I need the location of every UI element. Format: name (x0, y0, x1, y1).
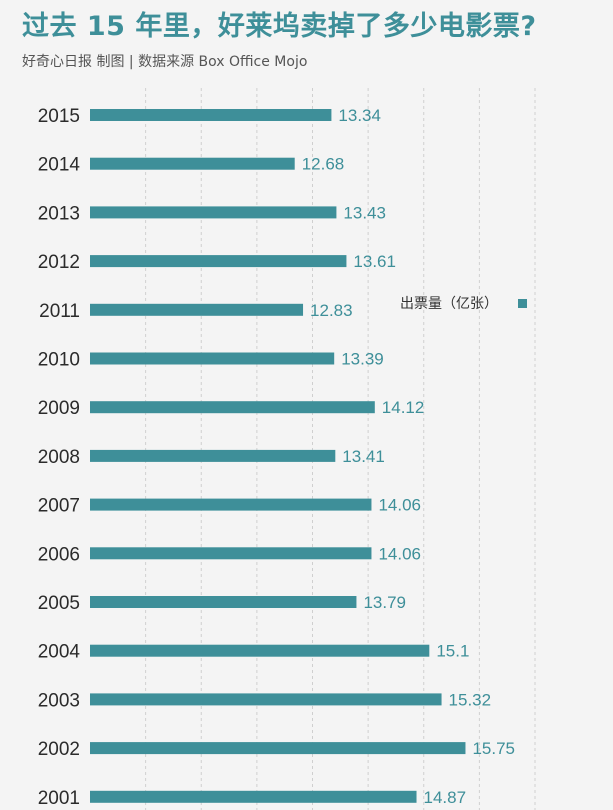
bar (90, 742, 466, 755)
year-label: 2015 (38, 106, 80, 127)
value-label: 13.79 (363, 593, 406, 612)
year-label: 2005 (38, 593, 80, 614)
value-label: 14.87 (424, 788, 467, 807)
value-label: 15.1 (436, 642, 469, 661)
value-label: 14.06 (378, 496, 421, 515)
value-label: 12.83 (310, 301, 353, 320)
chart-title: 过去 15 年里，好莱坞卖掉了多少电影票? (22, 11, 537, 42)
grid-lines (145, 88, 536, 810)
legend-swatch (518, 299, 527, 308)
legend-label: 出票量（亿张） (400, 296, 498, 312)
bar (90, 449, 336, 462)
year-label: 2013 (38, 203, 80, 224)
bars-group: 2015 13.34 2014 12.68 2013 13.43 2012 13.61 2011… (38, 106, 515, 809)
bar (90, 644, 430, 657)
bar (90, 401, 375, 414)
year-label: 2014 (38, 155, 81, 176)
year-label: 2001 (38, 788, 80, 809)
bar (90, 206, 337, 219)
legend: 出票量（亿张） (400, 296, 527, 312)
bar (90, 693, 442, 706)
year-label: 2009 (38, 398, 80, 419)
bar (90, 109, 332, 121)
value-label: 14.06 (378, 544, 421, 563)
bar (90, 352, 335, 365)
value-label: 13.39 (341, 350, 384, 369)
year-label: 2007 (38, 496, 80, 517)
value-label: 13.61 (353, 252, 396, 271)
year-label: 2004 (38, 642, 81, 663)
chart-subtitle: 好奇心日报 制图 | 数据来源 Box Office Mojo (22, 54, 308, 70)
bar (90, 157, 295, 170)
bar (90, 596, 357, 608)
value-label: 15.32 (449, 690, 492, 709)
bar (90, 498, 372, 511)
year-label: 2012 (38, 252, 80, 273)
year-label: 2011 (39, 301, 80, 322)
bar (90, 303, 304, 316)
year-label: 2008 (38, 447, 80, 468)
bar (90, 547, 372, 560)
bar (90, 255, 347, 268)
bar (90, 790, 417, 803)
value-label: 13.43 (343, 203, 386, 222)
value-label: 12.68 (302, 155, 345, 174)
value-label: 13.41 (342, 447, 385, 466)
value-label: 15.75 (472, 739, 515, 758)
year-label: 2010 (38, 350, 80, 371)
year-label: 2003 (38, 690, 80, 711)
value-label: 14.12 (382, 398, 425, 417)
year-label: 2006 (38, 544, 80, 565)
value-label: 13.34 (338, 106, 381, 125)
year-label: 2002 (38, 739, 80, 760)
